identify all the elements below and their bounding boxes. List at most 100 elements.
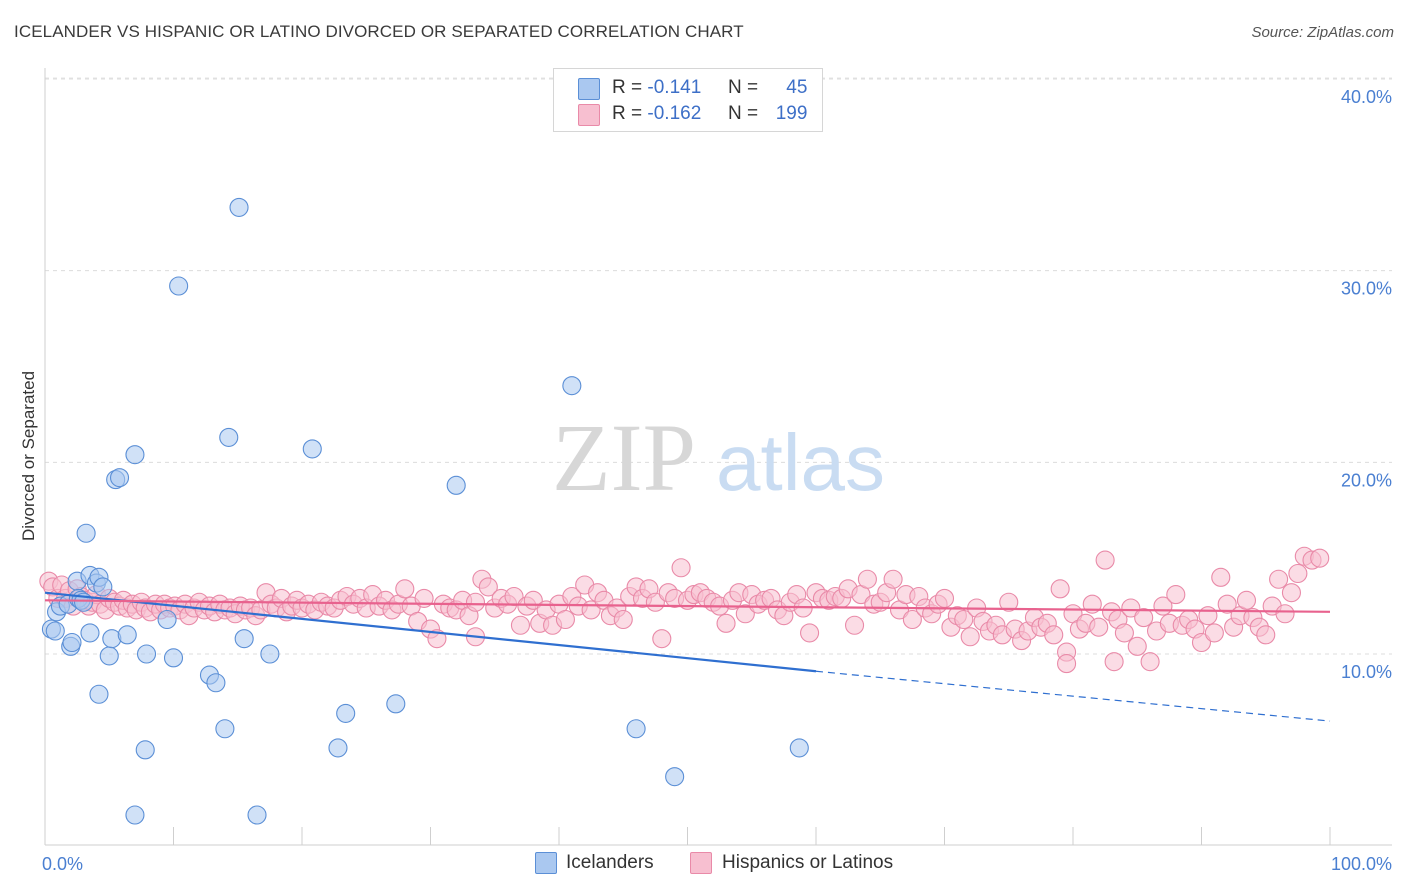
watermark-zip: ZIP — [552, 404, 696, 511]
legend-item-icelanders: Icelanders — [566, 852, 654, 873]
hispanic-point — [1310, 548, 1330, 568]
hispanic-point — [1275, 604, 1295, 624]
hispanic-point — [1127, 636, 1147, 656]
icelander-point — [247, 805, 267, 825]
icelander-point — [229, 197, 249, 217]
hispanic-point — [1204, 623, 1224, 643]
y-axis-label: Divorced or Separated — [19, 371, 38, 541]
hispanic-point — [735, 604, 755, 624]
hispanic-point — [954, 609, 974, 630]
legend-item-hispanic: Hispanics or Latinos — [722, 852, 894, 873]
hispanic-point — [465, 592, 486, 612]
icelander-point — [446, 475, 466, 495]
hispanic-point — [934, 588, 955, 608]
y-tick-label: 30.0% — [1341, 279, 1392, 299]
correlation-legend: R = -0.141 N = 45 R = -0.162 N = 199 — [553, 68, 823, 132]
icelander-point — [169, 276, 189, 296]
icelander-point — [135, 740, 155, 760]
hispanic-point — [960, 627, 980, 647]
hispanic-swatch — [578, 104, 600, 126]
icelander-point — [386, 694, 406, 714]
source-attribution: Source: ZipAtlas.com — [1251, 24, 1394, 41]
icelander-point — [89, 684, 109, 704]
hispanic-point — [1095, 550, 1115, 570]
icelanders-legend-swatch — [535, 852, 557, 874]
series-legend: Icelanders Hispanics or Latinos — [0, 852, 1406, 878]
x-tick-label-max: 100.0% — [1331, 854, 1392, 874]
gridlines — [45, 77, 1392, 655]
hispanic-point — [1281, 583, 1301, 603]
icelander-point — [157, 609, 177, 630]
icelander-point — [206, 673, 226, 693]
hispanic-point — [1269, 569, 1289, 589]
icelanders-trend-line — [44, 591, 817, 673]
hispanic-point — [1256, 625, 1276, 645]
n-value: 199 — [775, 103, 808, 124]
icelander-point — [163, 648, 184, 668]
hispanic-point — [478, 577, 498, 597]
hispanic-point — [1198, 606, 1218, 626]
hispanic-point — [1140, 652, 1160, 672]
icelander-point — [45, 621, 65, 641]
legend-n-hispanic: N = 199 — [728, 103, 807, 125]
y-tick-labels: 10.0% 20.0% 30.0% 40.0% — [1341, 87, 1392, 682]
icelander-point — [302, 439, 322, 459]
icelander-point — [336, 703, 356, 723]
hispanic-point — [1236, 590, 1257, 610]
n-label: N = — [728, 77, 759, 98]
hispanic-point — [800, 623, 820, 643]
hispanic-point — [716, 613, 736, 633]
icelander-point — [234, 629, 254, 649]
icelanders-trend-extension — [815, 670, 1331, 722]
axes — [44, 68, 1392, 846]
x-tick-label-min: 0.0% — [42, 854, 83, 874]
hispanic-point — [1121, 598, 1141, 618]
y-tick-label: 40.0% — [1341, 87, 1392, 107]
hispanic-point — [844, 615, 865, 635]
hispanic-point — [883, 569, 903, 589]
hispanic-point — [1134, 608, 1154, 628]
x-tick-labels: 0.0% 100.0% — [42, 854, 1392, 874]
icelander-points — [41, 197, 809, 825]
hispanic-legend-swatch — [690, 852, 712, 874]
hispanic-point — [652, 629, 672, 649]
icelander-point — [80, 623, 100, 643]
icelander-point — [109, 468, 130, 488]
icelander-point — [215, 719, 235, 739]
icelanders-swatch — [578, 78, 600, 100]
n-label: N = — [728, 103, 759, 124]
icelander-point — [125, 805, 145, 825]
hispanic-point — [1211, 567, 1231, 587]
r-label: R = — [612, 77, 643, 98]
icelander-point — [219, 427, 239, 447]
hispanic-point — [671, 558, 691, 578]
icelander-point — [125, 445, 145, 465]
hispanic-point — [1288, 563, 1308, 584]
hispanic-point — [555, 609, 575, 630]
y-tick-label: 10.0% — [1341, 662, 1392, 682]
icelander-point — [76, 523, 96, 543]
hispanic-point — [1191, 632, 1212, 653]
hispanic-point — [510, 615, 531, 635]
icelander-point — [93, 577, 113, 597]
icelander-point — [789, 738, 809, 758]
icelander-point — [99, 646, 119, 666]
hispanic-point — [1089, 617, 1109, 637]
legend-r-icelanders: R = -0.141 — [612, 77, 701, 99]
hispanic-point — [857, 569, 877, 589]
icelander-point — [665, 767, 685, 787]
hispanic-point — [1050, 579, 1070, 599]
hispanic-point — [1044, 625, 1064, 645]
chart-title: ICELANDER VS HISPANIC OR LATINO DIVORCED… — [14, 22, 744, 41]
hispanic-point — [999, 592, 1019, 612]
watermark-atlas: atlas — [716, 418, 885, 507]
icelander-point — [260, 644, 280, 664]
hispanic-point — [1057, 654, 1077, 674]
n-value: 45 — [786, 77, 808, 98]
icelander-point — [117, 625, 137, 645]
icelander-point — [62, 632, 82, 653]
r-value: -0.162 — [647, 103, 702, 124]
icelander-point — [562, 376, 582, 396]
hispanic-trend-line — [44, 599, 1331, 613]
